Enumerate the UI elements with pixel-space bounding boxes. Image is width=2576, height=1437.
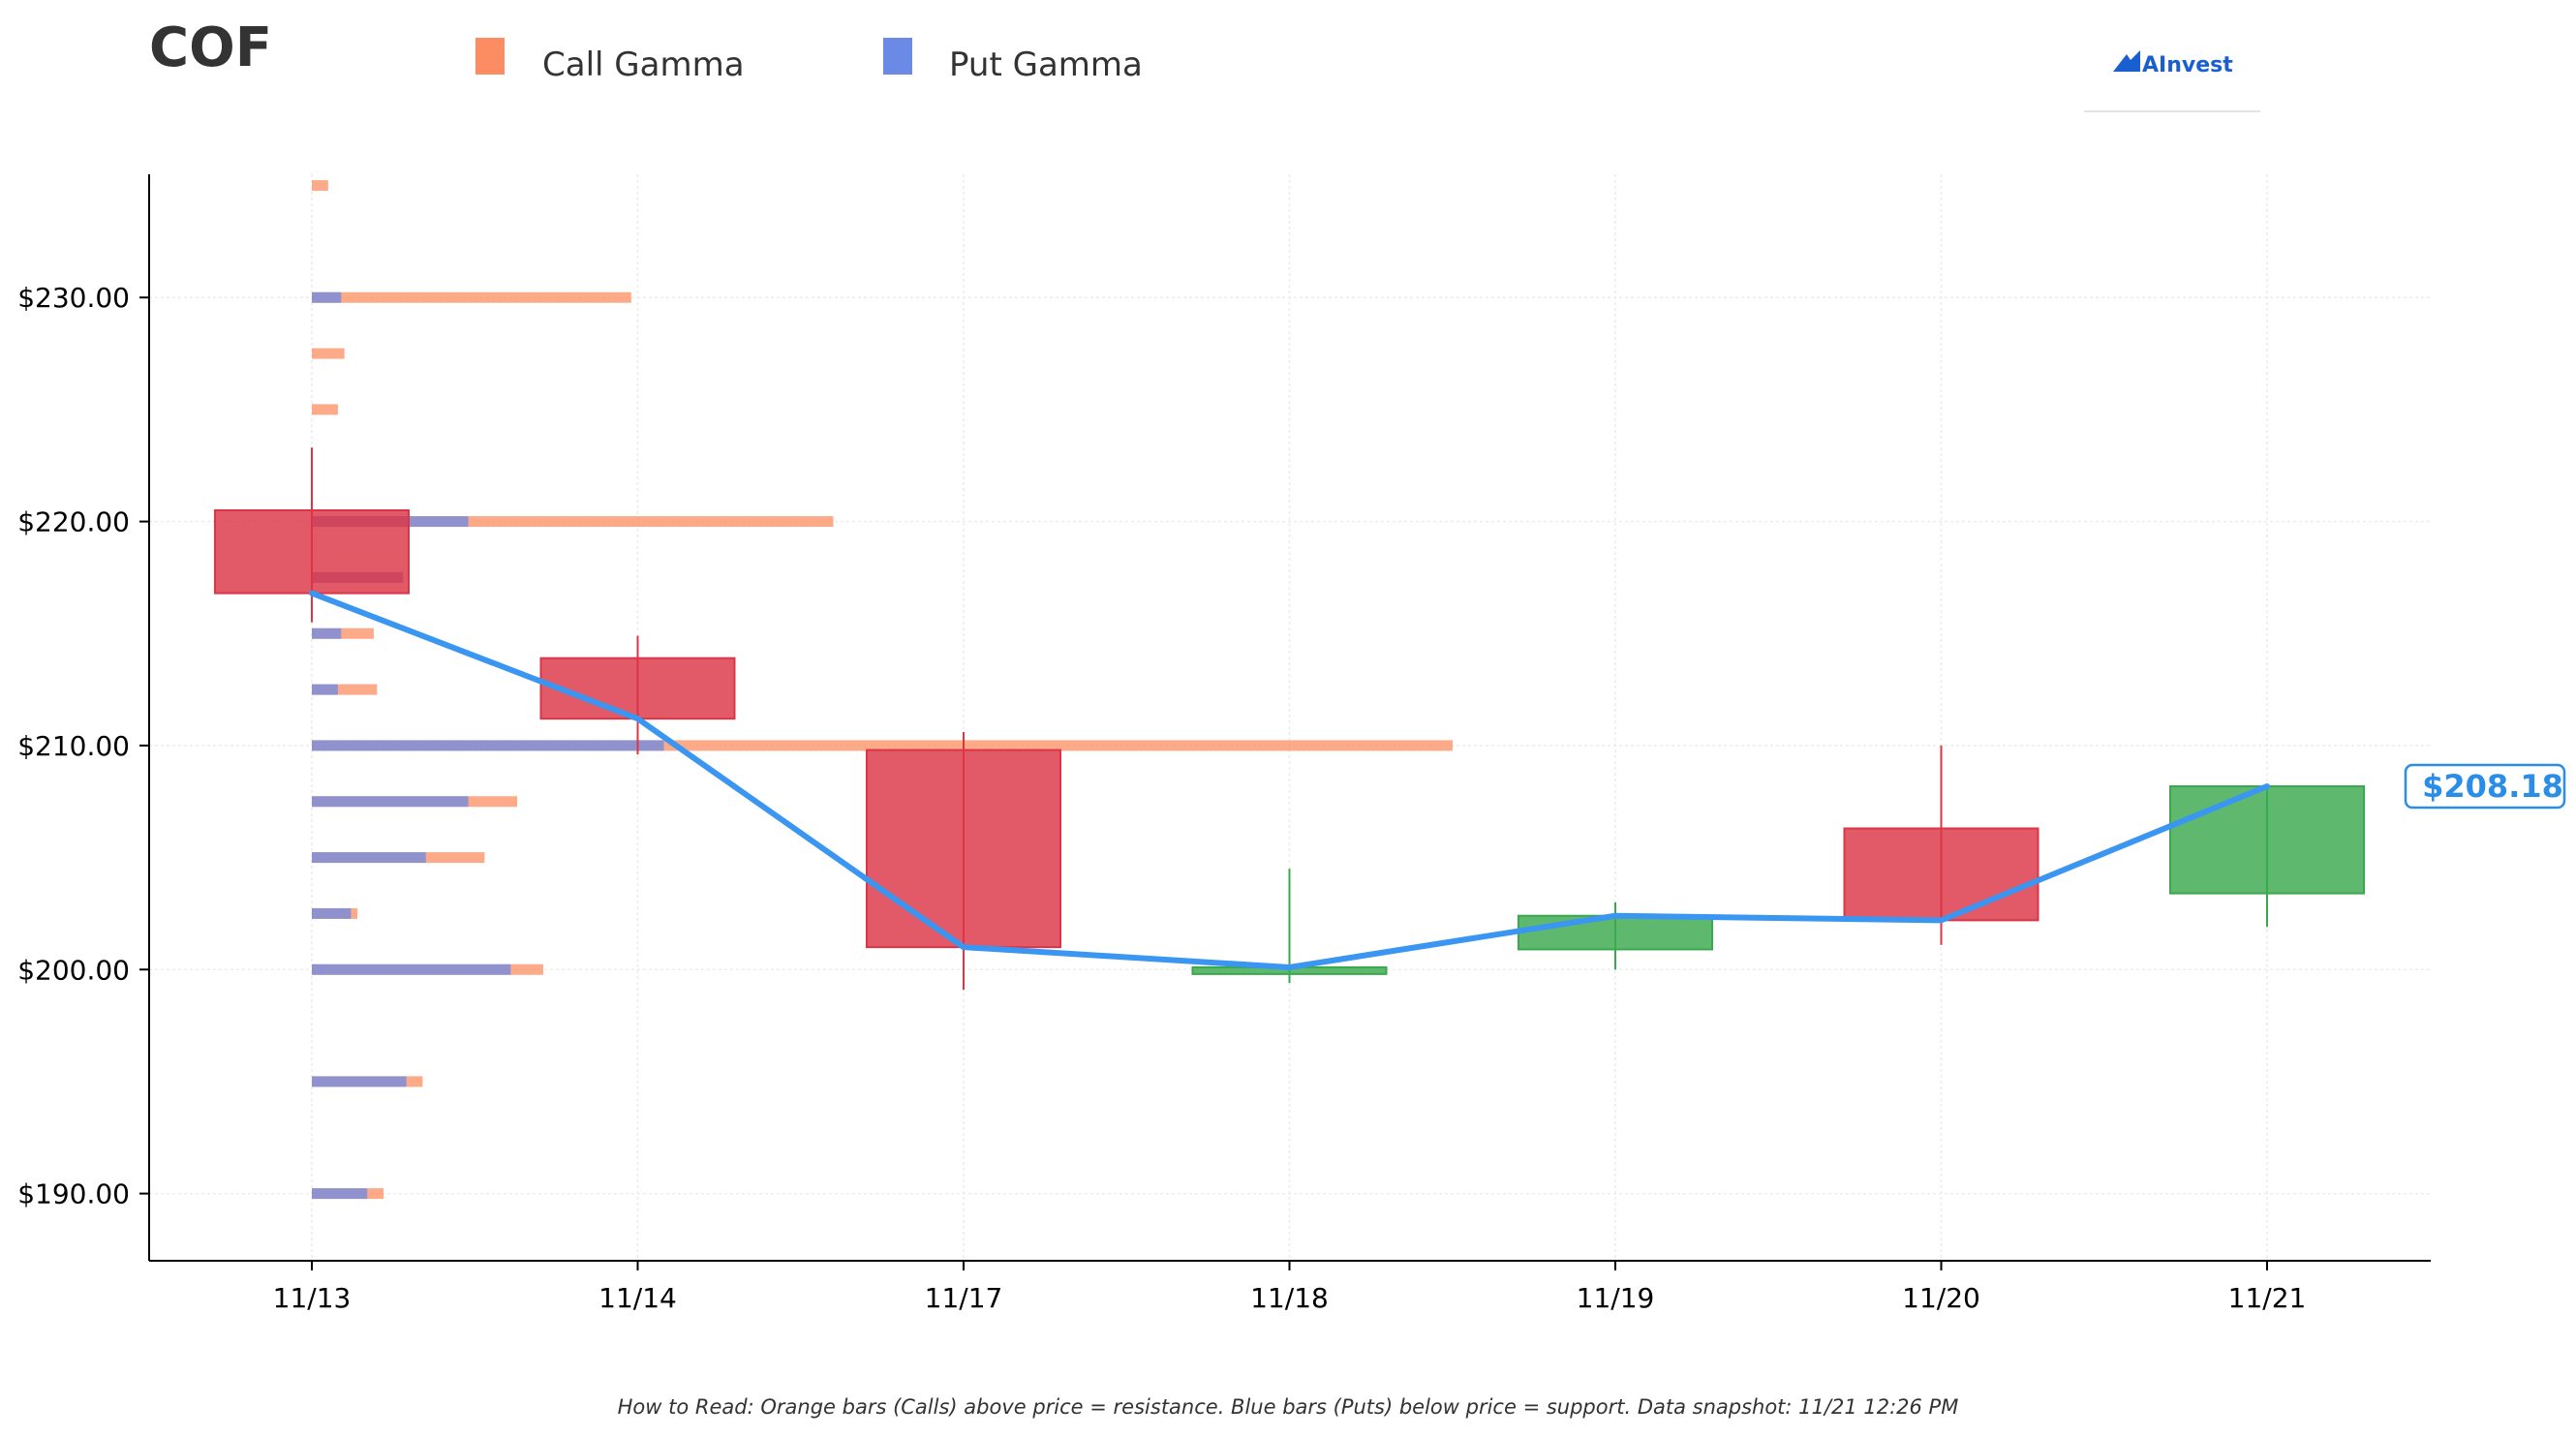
call-gamma-bar bbox=[312, 348, 345, 359]
call-gamma-bar bbox=[312, 740, 1453, 751]
brand-divider bbox=[2084, 110, 2260, 112]
brand-logo-icon bbox=[2113, 50, 2140, 72]
call-gamma-bar bbox=[312, 627, 374, 639]
call-gamma-bar bbox=[312, 404, 338, 415]
x-tick-label: 11/19 bbox=[1577, 1282, 1655, 1314]
x-tick-label: 11/21 bbox=[2228, 1282, 2307, 1314]
y-tick-label: $190.00 bbox=[17, 1178, 130, 1210]
call-gamma-bar bbox=[312, 180, 328, 192]
last-price-tag-text: $208.18 bbox=[2422, 768, 2563, 805]
candle-body bbox=[2169, 785, 2365, 895]
legend-swatch-put bbox=[883, 38, 912, 75]
gamma-bars bbox=[312, 180, 1453, 1200]
brand-logo: AInvest bbox=[2113, 50, 2233, 77]
put-gamma-bar bbox=[312, 627, 342, 639]
candle-body bbox=[1518, 914, 1713, 951]
call-gamma-bar bbox=[312, 516, 834, 528]
candle-body bbox=[214, 509, 410, 595]
legend: Call Gamma Put Gamma bbox=[475, 38, 1143, 84]
grid-lines bbox=[149, 174, 2431, 1261]
put-gamma-bar bbox=[312, 740, 664, 751]
candlesticks bbox=[214, 447, 2365, 991]
candle-body bbox=[539, 657, 736, 720]
put-gamma-bar bbox=[312, 291, 342, 303]
candle-body bbox=[1843, 827, 2039, 922]
y-tick-label: $220.00 bbox=[17, 506, 130, 538]
put-gamma-bar bbox=[312, 1188, 368, 1200]
put-gamma-bar bbox=[312, 1076, 407, 1087]
x-tick-label: 11/13 bbox=[273, 1282, 352, 1314]
put-gamma-bar bbox=[312, 852, 426, 864]
candle-body bbox=[866, 749, 1061, 949]
y-tick-label: $230.00 bbox=[17, 282, 130, 314]
last-price-tag: $208.18 bbox=[2404, 763, 2566, 810]
legend-label-put: Put Gamma bbox=[949, 46, 1143, 84]
put-gamma-bar bbox=[312, 684, 338, 695]
chart-title: COF bbox=[149, 16, 272, 79]
legend-swatch-call bbox=[475, 38, 505, 75]
put-gamma-bar bbox=[312, 907, 352, 919]
y-tick-label: $210.00 bbox=[17, 730, 130, 762]
close-price-polyline bbox=[309, 590, 2270, 970]
call-gamma-bar bbox=[312, 684, 378, 695]
x-tick-label: 11/17 bbox=[925, 1282, 1003, 1314]
last-price-tag-box bbox=[2404, 763, 2566, 810]
call-gamma-bar bbox=[312, 291, 631, 303]
close-price-line bbox=[309, 590, 2270, 970]
footnote: How to Read: Orange bars (Calls) above p… bbox=[618, 1395, 1959, 1419]
x-tick-label: 11/18 bbox=[1250, 1282, 1329, 1314]
x-tick-label: 11/14 bbox=[598, 1282, 677, 1314]
brand-logo-text: AInvest bbox=[2142, 53, 2233, 77]
x-tick-label: 11/20 bbox=[1902, 1282, 1980, 1314]
axis-ticks: $190.00 $200.00 $210.00 $220.00 $230.00 11/13… bbox=[17, 282, 2306, 1314]
y-tick-label: $200.00 bbox=[17, 954, 130, 986]
put-gamma-bar bbox=[312, 963, 511, 975]
put-gamma-bar bbox=[312, 796, 469, 808]
legend-label-call: Call Gamma bbox=[542, 46, 745, 84]
